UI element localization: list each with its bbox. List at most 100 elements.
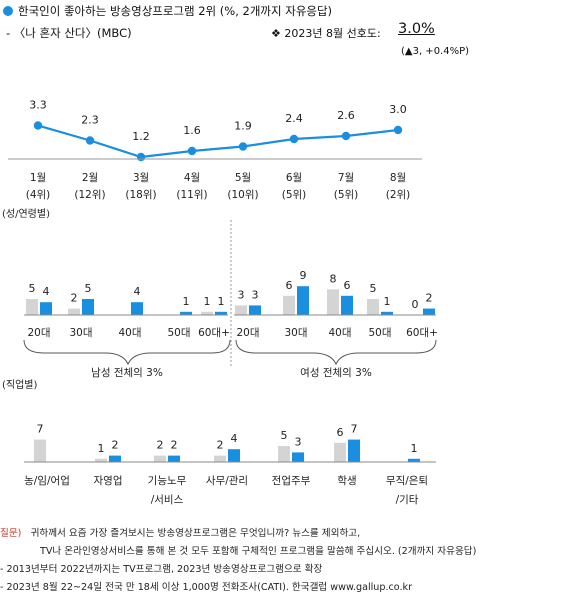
blue-bar-4 [228,449,240,462]
bar-value-label: 4 [231,432,238,445]
age-label: 20대 [27,327,50,339]
gray-bar-7 [283,295,295,315]
note-1: - 2013년부터 2022년까지는 TV프로그램, 2023년 방송영상프로그… [0,564,323,575]
age-label: 40대 [328,327,351,339]
line-point-3 [136,152,146,162]
age-label: 40대 [118,327,141,339]
occupation-label: 사무/관리 [206,475,248,487]
title-bullet [3,6,13,16]
gray-bar-5 [201,311,213,315]
bar-value-label: 8 [330,272,337,285]
male-bracket [23,339,231,366]
trend-line [37,124,399,159]
line-point-1 [33,121,43,130]
month-label: 6월 [286,172,302,184]
line-value-label: 2.3 [81,114,99,127]
gray-bar-4 [214,455,226,462]
bar-value-label: 1 [411,442,418,455]
male-total-label: 남성 전체의 3% [91,367,163,379]
blue-bar-5 [215,311,227,315]
blue-bar-10 [423,308,435,315]
bar-value-label: 6 [344,279,351,292]
month-label: 1월 [30,172,46,184]
gray-bar-1 [26,299,38,315]
gray-bar-2 [68,308,80,315]
line-value-label: 2.6 [337,109,355,122]
rank-label: (5위) [282,188,307,201]
bar-value-label: 1 [384,295,391,308]
line-value-label: 2.4 [285,112,303,125]
preference-change: (▲3, +0.4%P) [401,46,470,57]
bar-value-label: 5 [29,282,36,295]
gray-bar-8 [327,289,339,315]
blue-bar-8 [341,295,353,315]
bar-value-label: 1 [204,295,211,308]
bar-value-label: 6 [337,426,344,439]
line-value-label: 1.9 [234,120,252,133]
occupation-label: /기타 [396,494,419,506]
line-point-2 [85,136,95,145]
occupation-label: 전업주부 [272,474,311,487]
bar-value-label: 2 [426,292,433,305]
line-point-7 [341,131,351,141]
bar-value-label: 2 [157,439,164,452]
rank-label: (5위) [334,188,359,201]
line-value-label: 1.2 [132,130,150,143]
blue-bar-3 [131,302,143,315]
bar-value-label: 2 [71,292,78,305]
blue-bar-7 [408,458,420,462]
month-label: 4월 [184,172,200,184]
age-label: 50대 [167,327,190,339]
question-text-1: 귀하께서 요즘 가장 즐겨보시는 방송영상프로그램은 무엇입니까? 뉴스를 제외… [30,528,361,539]
occupation-label: /서비스 [151,494,184,506]
age-label: 60대+ [198,327,230,339]
occupation-label: 학생 [337,475,356,487]
female-total-label: 여성 전체의 3% [300,367,372,379]
line-point-5 [238,142,248,151]
bar-value-label: 3 [252,288,259,301]
preference-value: 3.0% [398,21,435,37]
section-label-gender-age: (성/연령별) [2,208,50,220]
gray-bar-1 [34,439,46,462]
blue-bar-9 [381,311,393,315]
blue-bar-1 [40,302,52,315]
footer: 질문) 귀하께서 요즘 가장 즐겨보시는 방송영상프로그램은 무엇입니까? 뉴스… [0,525,476,597]
age-label: 60대+ [406,327,438,339]
rank-label: (11위) [176,188,207,201]
bar-value-label: 0 [412,298,419,311]
age-label: 30대 [69,327,92,339]
month-label: 3월 [133,172,149,184]
month-label: 5월 [235,172,251,184]
bar-value-label: 2 [171,439,178,452]
gray-bar-5 [278,446,290,462]
bar-value-label: 4 [43,285,50,298]
bar-value-label: 1 [183,295,190,308]
occupation-label: 무직/은퇴 [386,475,428,487]
bar-value-label: 6 [286,279,293,292]
bar-value-label: 5 [281,429,288,442]
occupation-label: 기능노무 [148,475,187,487]
blue-bar-7 [297,286,309,315]
gray-bar-2 [95,458,107,462]
occupation-label: 자영업 [94,474,123,487]
bar-value-label: 5 [85,282,92,295]
line-value-label: 3.0 [389,103,407,116]
blue-bar-6 [249,305,261,315]
bar-value-label: 3 [295,435,302,448]
bar-value-label: 2 [112,439,119,452]
line-value-label: 3.3 [29,99,47,112]
note-2: - 2023년 8월 22~24일 전국 만 18세 이상 1,000명 전화조… [0,582,413,593]
occupation-label: 농/임/어업 [24,474,70,487]
bar-value-label: 5 [370,282,377,295]
line-point-8 [393,125,403,135]
female-bracket [235,339,437,366]
bar-value-label: 7 [37,423,44,436]
bar-value-label: 3 [238,288,245,301]
gray-bar-9 [367,299,379,315]
age-label: 30대 [284,327,307,339]
question-line-1: 질문) 귀하께서 요즘 가장 즐겨보시는 방송영상프로그램은 무엇입니까? 뉴스… [0,525,476,543]
gray-bar-6 [334,442,346,462]
month-label: 2월 [82,172,98,184]
rank-label: (4위) [26,188,51,201]
gray-bar-3 [154,455,166,462]
